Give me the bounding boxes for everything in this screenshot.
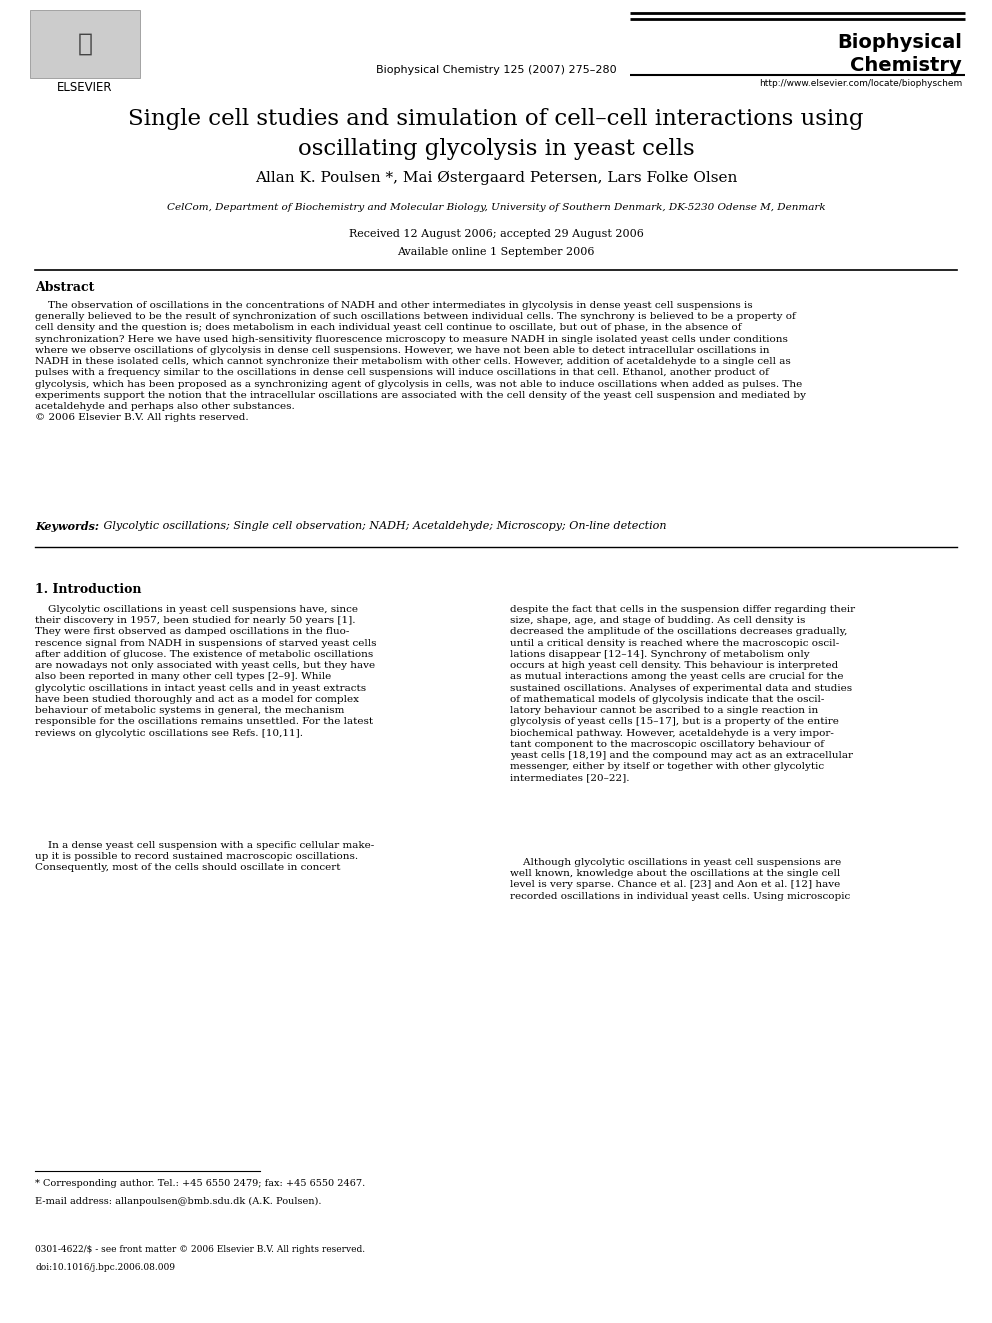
Text: Received 12 August 2006; accepted 29 August 2006: Received 12 August 2006; accepted 29 Aug… — [348, 229, 644, 239]
Text: 0301-4622/$ - see front matter © 2006 Elsevier B.V. All rights reserved.: 0301-4622/$ - see front matter © 2006 El… — [35, 1245, 365, 1254]
Text: Although glycolytic oscillations in yeast cell suspensions are
well known, knowl: Although glycolytic oscillations in yeas… — [510, 859, 850, 901]
Text: Abstract: Abstract — [35, 280, 94, 294]
Text: In a dense yeast cell suspension with a specific cellular make-
up it is possibl: In a dense yeast cell suspension with a … — [35, 841, 374, 872]
Text: Biophysical
Chemistry: Biophysical Chemistry — [837, 33, 962, 75]
Text: despite the fact that cells in the suspension differ regarding their
size, shape: despite the fact that cells in the suspe… — [510, 605, 855, 783]
Text: 1. Introduction: 1. Introduction — [35, 583, 142, 595]
Text: Keywords:: Keywords: — [35, 521, 99, 532]
Text: Biophysical Chemistry 125 (2007) 275–280: Biophysical Chemistry 125 (2007) 275–280 — [376, 65, 616, 75]
Text: http://www.elsevier.com/locate/biophyschem: http://www.elsevier.com/locate/biophysch… — [759, 79, 962, 89]
Bar — [30, 11, 140, 78]
Text: Allan K. Poulsen *, Mai Østergaard Petersen, Lars Folke Olsen: Allan K. Poulsen *, Mai Østergaard Peter… — [255, 171, 737, 185]
Text: Single cell studies and simulation of cell–cell interactions using
oscillating g: Single cell studies and simulation of ce… — [128, 108, 864, 160]
Text: doi:10.1016/j.bpc.2006.08.009: doi:10.1016/j.bpc.2006.08.009 — [35, 1263, 175, 1271]
Text: ELSEVIER: ELSEVIER — [58, 81, 113, 94]
Text: Available online 1 September 2006: Available online 1 September 2006 — [397, 247, 595, 257]
Text: Glycolytic oscillations; Single cell observation; NADH; Acetaldehyde; Microscopy: Glycolytic oscillations; Single cell obs… — [100, 521, 667, 531]
Text: * Corresponding author. Tel.: +45 6550 2479; fax: +45 6550 2467.: * Corresponding author. Tel.: +45 6550 2… — [35, 1179, 365, 1188]
Text: CelCom, Department of Biochemistry and Molecular Biology, University of Southern: CelCom, Department of Biochemistry and M… — [167, 202, 825, 212]
Text: Glycolytic oscillations in yeast cell suspensions have, since
their discovery in: Glycolytic oscillations in yeast cell su… — [35, 605, 377, 738]
Text: E-mail address: allanpoulsen@bmb.sdu.dk (A.K. Poulsen).: E-mail address: allanpoulsen@bmb.sdu.dk … — [35, 1197, 321, 1207]
Text: The observation of oscillations in the concentrations of NADH and other intermed: The observation of oscillations in the c… — [35, 302, 806, 422]
Text: 🌳: 🌳 — [77, 32, 92, 56]
